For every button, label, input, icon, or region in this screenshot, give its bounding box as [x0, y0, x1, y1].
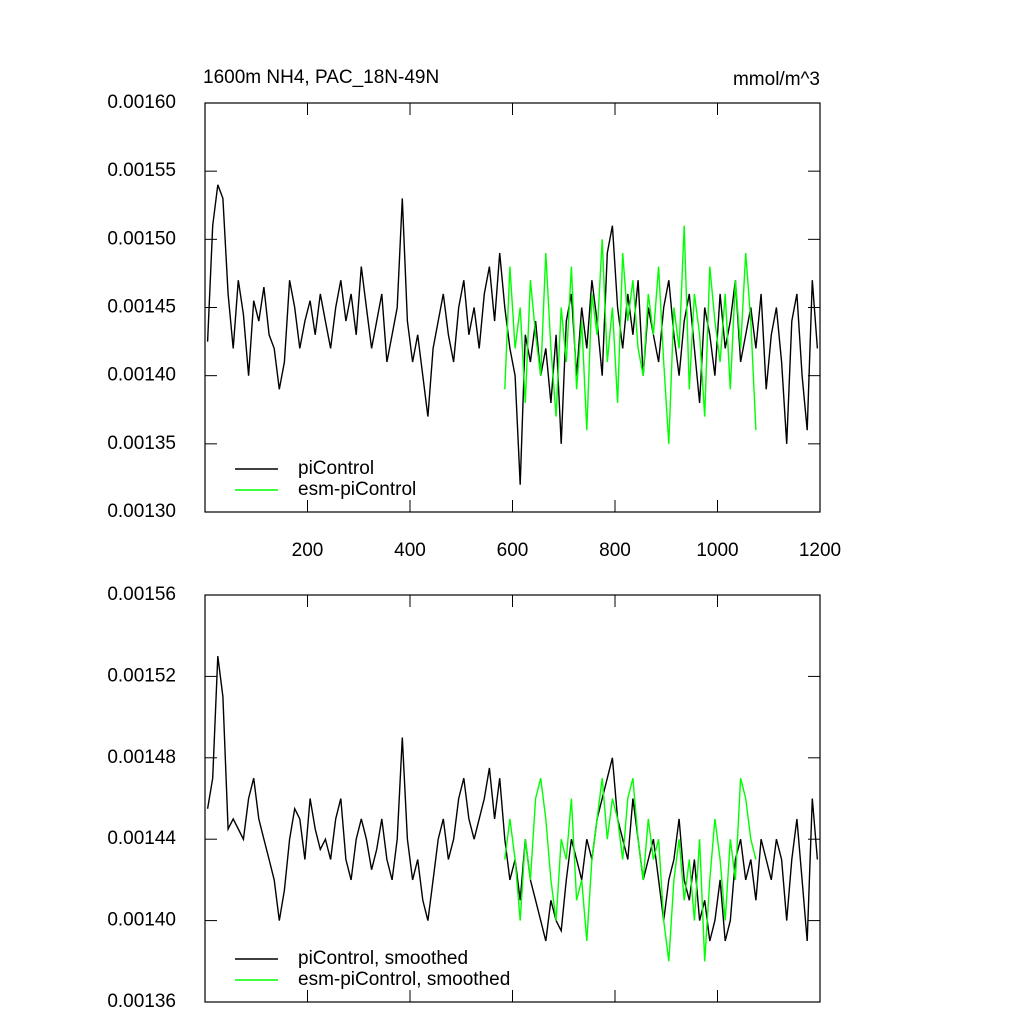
y-tick-label: 0.00140 [107, 910, 176, 931]
y-tick-label: 0.00150 [107, 228, 176, 249]
x-tick-label: 1000 [696, 540, 738, 561]
y-tick-label: 0.00144 [107, 828, 176, 849]
y-tick-label: 0.00130 [107, 501, 176, 522]
legend-label: piControl [298, 458, 374, 479]
y-tick-label: 0.00155 [107, 160, 176, 181]
x-tick-label: 800 [599, 540, 631, 561]
plot-frame [204, 594, 821, 1003]
chart-title: 1600m NH4, PAC_18N-49N [203, 67, 439, 88]
y-tick-label: 0.00156 [107, 584, 176, 605]
x-tick-label: 200 [292, 540, 324, 561]
data-line [206, 656, 819, 942]
y-tick-label: 0.00140 [107, 365, 176, 386]
data-line [504, 225, 757, 444]
y-tick-label: 0.00152 [107, 665, 176, 686]
data-line [206, 184, 819, 485]
legend-label: esm-piControl [298, 479, 416, 500]
x-tick-label: 600 [497, 540, 529, 561]
legend-label: esm-piControl, smoothed [298, 969, 510, 990]
units-label: mmol/m^3 [733, 69, 820, 90]
y-tick-label: 0.00145 [107, 297, 176, 318]
x-tick-label: 1200 [799, 540, 841, 561]
x-tick-label: 400 [394, 540, 426, 561]
y-tick-label: 0.00160 [107, 92, 176, 113]
y-tick-label: 0.00135 [107, 433, 176, 454]
y-tick-label: 0.00148 [107, 747, 176, 768]
legend-label: piControl, smoothed [298, 948, 468, 969]
data-line [504, 778, 757, 962]
y-tick-label: 0.00136 [107, 991, 176, 1012]
